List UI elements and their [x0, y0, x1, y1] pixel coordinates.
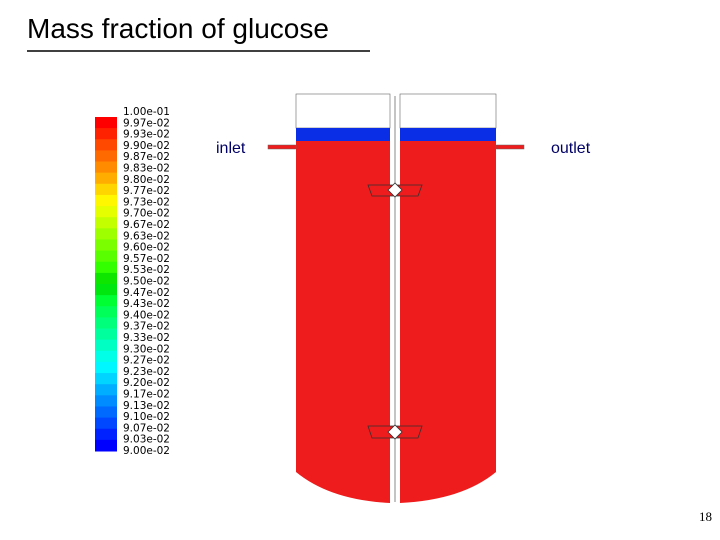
colorbar-label: 9.93e-02 [123, 129, 170, 141]
colorbar-label: 1.00e-01 [123, 106, 170, 118]
colorbar-label: 9.70e-02 [123, 208, 170, 220]
colorbar-label: 9.73e-02 [123, 196, 170, 208]
colorbar-band [95, 150, 117, 163]
colorbar-band [95, 439, 117, 452]
colorbar-band [95, 406, 117, 419]
colorbar-band [95, 361, 117, 374]
colorbar-label: 9.50e-02 [123, 276, 170, 288]
colorbar-label: 9.07e-02 [123, 422, 170, 434]
colorbar-label: 9.53e-02 [123, 264, 170, 276]
colorbar-band [95, 228, 117, 240]
colorbar-band [95, 384, 117, 396]
colorbar-band [95, 373, 117, 385]
colorbar-label: 9.83e-02 [123, 163, 170, 175]
impeller-bottom [367, 424, 423, 440]
colorbar-band [95, 428, 117, 441]
colorbar-band [95, 284, 117, 296]
colorbar-label: 9.13e-02 [123, 400, 170, 412]
tank [267, 93, 525, 504]
colorbar-label: 9.37e-02 [123, 321, 170, 333]
colorbar-band [95, 395, 117, 407]
colorbar-label: 9.97e-02 [123, 117, 170, 129]
colorbar-label: 9.77e-02 [123, 185, 170, 197]
colorbar-band [95, 339, 117, 352]
colorbar-band [95, 183, 117, 196]
colorbar-band [95, 306, 117, 318]
colorbar-band [95, 417, 117, 430]
colorbar-label: 9.27e-02 [123, 355, 170, 367]
colorbar-label: 9.63e-02 [123, 230, 170, 242]
page-number: 18 [699, 509, 712, 524]
colorbar-band [95, 350, 117, 363]
colorbar-label: 9.57e-02 [123, 253, 170, 265]
colorbar-band [95, 295, 117, 307]
colorbar-band [95, 161, 117, 174]
inlet-pipe [267, 144, 297, 150]
colorbar-label: 9.67e-02 [123, 219, 170, 231]
impeller-top [367, 182, 423, 198]
colorbar-label: 9.17e-02 [123, 389, 170, 401]
colorbar-label: 9.47e-02 [123, 287, 170, 299]
colorbar: 1.00e-019.97e-029.93e-029.90e-029.87e-02… [95, 106, 170, 457]
colorbar-label: 9.10e-02 [123, 411, 170, 423]
colorbar-label: 9.87e-02 [123, 151, 170, 163]
colorbar-band [95, 250, 117, 263]
colorbar-band [95, 128, 117, 140]
colorbar-label: 9.33e-02 [123, 332, 170, 344]
colorbar-band [95, 261, 117, 274]
tank-top-left [295, 93, 391, 129]
colorbar-label: 9.23e-02 [123, 366, 170, 378]
colorbar-label: 9.03e-02 [123, 434, 170, 446]
blue-layer-right [400, 128, 496, 141]
tank-body-right [400, 141, 496, 503]
colorbar-label: 9.80e-02 [123, 174, 170, 186]
slide-title: Mass fraction of glucose [27, 13, 329, 44]
outlet-pipe [495, 144, 525, 150]
tank-body-left [296, 141, 390, 503]
colorbar-band [95, 117, 117, 129]
colorbar-band [95, 328, 117, 341]
colorbar-label: 9.40e-02 [123, 309, 170, 321]
colorbar-band [95, 172, 117, 185]
colorbar-band [95, 272, 117, 285]
colorbar-label: 9.43e-02 [123, 298, 170, 310]
colorbar-label: 9.30e-02 [123, 343, 170, 355]
colorbar-label: 9.20e-02 [123, 377, 170, 389]
outlet-label: outlet [551, 140, 591, 157]
colorbar-label: 9.00e-02 [123, 445, 170, 457]
colorbar-band [95, 139, 117, 151]
colorbar-band [95, 206, 117, 218]
colorbar-band [95, 217, 117, 229]
colorbar-band [95, 317, 117, 330]
colorbar-label: 9.90e-02 [123, 140, 170, 152]
colorbar-band [95, 239, 117, 252]
inlet-label: inlet [216, 140, 246, 157]
colorbar-label: 9.60e-02 [123, 242, 170, 254]
tank-top-right [399, 93, 497, 129]
blue-layer-left [296, 128, 390, 141]
colorbar-band [95, 194, 117, 207]
